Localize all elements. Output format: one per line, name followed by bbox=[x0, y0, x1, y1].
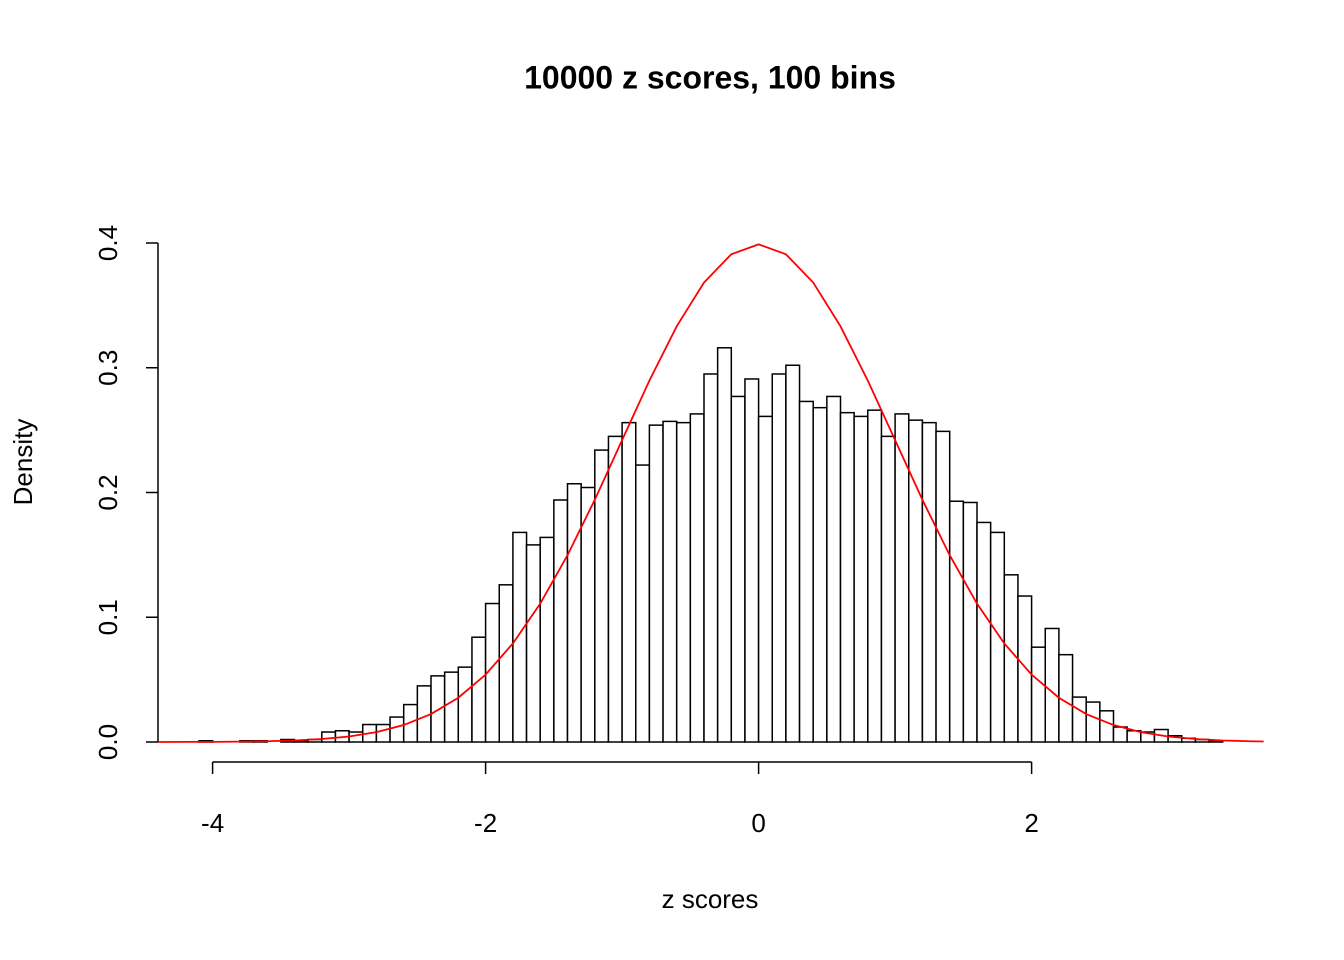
bar bbox=[962, 501, 978, 743]
bar bbox=[921, 421, 937, 743]
bar bbox=[580, 486, 596, 743]
x-tick-label: 2 bbox=[1024, 808, 1038, 838]
chart-title: 10000 z scores, 100 bins bbox=[524, 59, 896, 95]
bar bbox=[785, 364, 801, 743]
bar bbox=[894, 413, 910, 743]
bar bbox=[716, 347, 733, 743]
bar bbox=[867, 409, 883, 743]
bar bbox=[1071, 696, 1087, 743]
bar bbox=[512, 531, 528, 743]
bar bbox=[1085, 701, 1101, 743]
bar bbox=[389, 716, 405, 743]
bar bbox=[908, 419, 924, 743]
bar bbox=[457, 666, 473, 743]
bar bbox=[471, 636, 487, 743]
bar bbox=[812, 406, 828, 743]
bar bbox=[730, 395, 746, 743]
bar bbox=[1017, 595, 1033, 743]
bar bbox=[1112, 726, 1128, 743]
x-tick-label: 0 bbox=[751, 808, 765, 838]
density-curve bbox=[157, 243, 1264, 743]
bar bbox=[853, 415, 869, 743]
bar bbox=[935, 430, 951, 743]
bar bbox=[443, 671, 460, 743]
bar bbox=[1003, 574, 1019, 743]
y-tick-label: 0.0 bbox=[93, 724, 123, 760]
bar bbox=[1030, 646, 1046, 743]
bar bbox=[539, 536, 555, 743]
bar bbox=[989, 531, 1006, 743]
bar bbox=[621, 421, 637, 743]
y-tick-label: 0.4 bbox=[93, 225, 123, 261]
bar bbox=[675, 421, 692, 743]
y-tick-label: 0.3 bbox=[93, 350, 123, 386]
bar bbox=[771, 373, 787, 743]
bar bbox=[375, 723, 391, 743]
bar bbox=[525, 544, 541, 743]
y-axis-label: Density bbox=[8, 419, 38, 506]
bar bbox=[1044, 627, 1060, 743]
bar bbox=[648, 424, 664, 743]
bar bbox=[662, 420, 678, 743]
bar bbox=[498, 584, 514, 743]
bar bbox=[703, 373, 719, 743]
x-axis-label: z scores bbox=[662, 884, 759, 914]
bar bbox=[839, 411, 855, 743]
bar bbox=[948, 500, 965, 743]
bar bbox=[1099, 710, 1115, 743]
x-tick-label: -2 bbox=[474, 808, 497, 838]
bar bbox=[798, 400, 814, 743]
bar bbox=[689, 413, 705, 743]
bar bbox=[635, 464, 651, 743]
bar bbox=[744, 378, 760, 743]
x-tick-label: -4 bbox=[201, 808, 224, 838]
bar bbox=[826, 395, 842, 743]
bar bbox=[553, 499, 569, 743]
y-tick-label: 0.1 bbox=[93, 599, 123, 635]
bar bbox=[321, 731, 337, 743]
bar bbox=[607, 435, 623, 743]
bar bbox=[566, 483, 582, 743]
bar bbox=[880, 435, 896, 743]
bar bbox=[757, 415, 773, 743]
bar bbox=[976, 521, 992, 743]
y-tick-label: 0.2 bbox=[93, 474, 123, 510]
